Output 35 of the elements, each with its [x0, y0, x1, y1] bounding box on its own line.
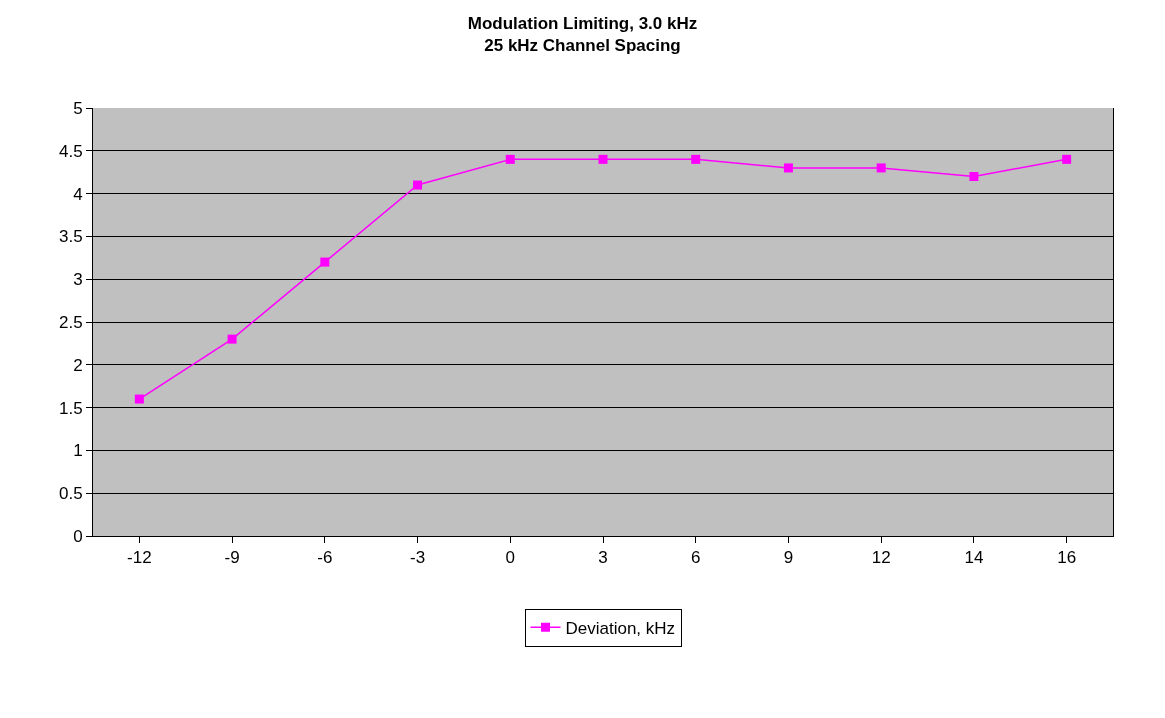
y-tick-label: 3 — [73, 270, 83, 290]
y-tick-label: 4.5 — [58, 141, 83, 161]
point — [1062, 154, 1072, 164]
y-tick-label: 1.5 — [58, 398, 83, 418]
x-tick-label: 3 — [598, 548, 608, 568]
x-tick-label: 6 — [691, 548, 701, 568]
point — [783, 163, 793, 173]
point — [598, 154, 608, 164]
point — [969, 171, 979, 181]
x-tick-label: 16 — [1057, 548, 1077, 568]
y-tick-label: 0.5 — [58, 484, 83, 504]
y-tick-label: 0 — [73, 526, 83, 546]
y-tick-label: 3.5 — [58, 227, 83, 247]
x-tick-label: 12 — [871, 548, 891, 568]
point — [691, 154, 701, 164]
point — [320, 257, 330, 267]
x-tick-label: 14 — [964, 548, 984, 568]
y-tick-label: 1 — [73, 441, 83, 461]
y-tick-label: 2.5 — [58, 312, 83, 332]
point — [505, 154, 515, 164]
x-tick-label: -6 — [317, 548, 333, 568]
point — [413, 180, 423, 190]
y-tick-label: 4 — [73, 184, 83, 204]
y-tick-label: 5 — [73, 98, 83, 118]
point — [227, 334, 237, 344]
point — [134, 394, 144, 404]
x-tick-label: -3 — [409, 548, 426, 568]
x-tick-label: -9 — [224, 548, 240, 568]
point — [876, 163, 886, 173]
x-tick-label: 9 — [783, 548, 794, 568]
x-tick-label: -12 — [127, 548, 152, 568]
y-tick-label: 2 — [73, 355, 83, 375]
chart-title: Modulation Limiting, 3.0 kHz 25 kHz Channel Spacing — [467, 13, 698, 55]
x-tick-label: 0 — [505, 548, 515, 568]
legend-label: Deviation, kHz — [565, 618, 676, 638]
